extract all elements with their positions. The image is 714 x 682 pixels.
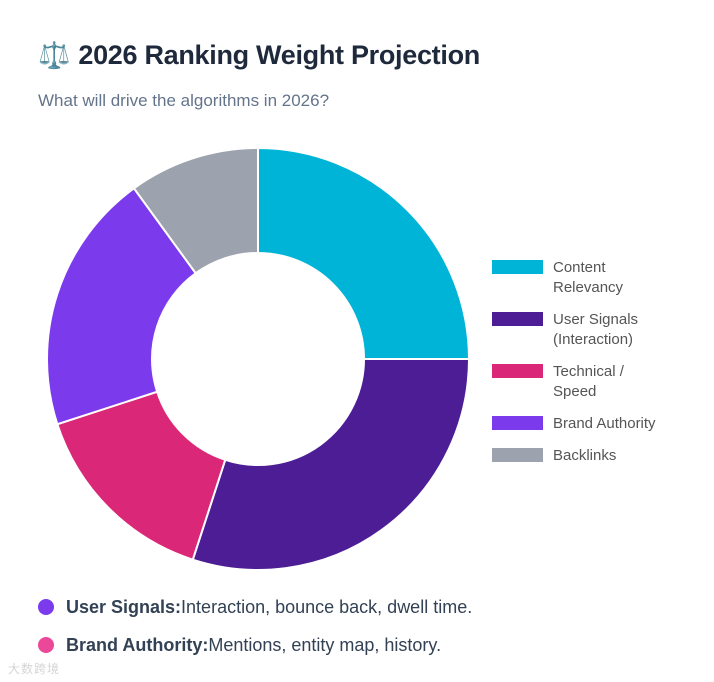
note-user-signals: User Signals: Interaction, bounce back, … bbox=[38, 594, 472, 620]
legend-item[interactable]: User Signals (Interaction) bbox=[492, 310, 692, 350]
slice-content-relevancy[interactable] bbox=[257, 146, 471, 360]
legend-label: Backlinks bbox=[553, 447, 617, 464]
legend-swatch bbox=[492, 416, 543, 430]
slice-user-signals-interaction[interactable] bbox=[191, 358, 471, 571]
notes-list: User Signals: Interaction, bounce back, … bbox=[38, 594, 472, 670]
legend-label: Brand Authority bbox=[553, 415, 656, 432]
page-title: 2026 Ranking Weight Projection bbox=[78, 40, 480, 70]
legend-item[interactable]: Brand Authority bbox=[492, 414, 692, 434]
legend-item[interactable]: Backlinks bbox=[492, 446, 692, 466]
legend-item[interactable]: Content Relevancy bbox=[492, 258, 692, 298]
balance-scale-icon: ⚖️ bbox=[38, 40, 71, 71]
chart-legend: Content Relevancy User Signals (Interaction… bbox=[492, 258, 692, 478]
legend-label: User Signals (Interaction) bbox=[553, 311, 639, 348]
slice-technical-speed[interactable] bbox=[56, 390, 227, 561]
note-brand-authority: Brand Authority: Mentions, entity map, h… bbox=[38, 632, 472, 658]
header: ⚖️ 2026 Ranking Weight Projection bbox=[38, 40, 480, 71]
note-text: Mentions, entity map, history. bbox=[208, 634, 442, 655]
page-subtitle: What will drive the algorithms in 2026? bbox=[38, 91, 330, 110]
legend-item[interactable]: Technical / Speed bbox=[492, 362, 692, 402]
legend-label: Technical / Speed bbox=[553, 363, 624, 400]
note-term: Brand Authority: bbox=[66, 634, 209, 655]
doughnut-chart bbox=[46, 146, 471, 571]
legend-swatch bbox=[492, 260, 543, 274]
note-text: Interaction, bounce back, dwell time. bbox=[181, 596, 473, 617]
note-term: User Signals: bbox=[66, 596, 182, 617]
slice-brand-authority[interactable] bbox=[46, 186, 198, 426]
watermark: 大数跨境 bbox=[8, 662, 61, 676]
note-bullet-dot bbox=[38, 599, 54, 615]
legend-swatch bbox=[492, 312, 543, 326]
chart-slices bbox=[46, 146, 471, 571]
legend-swatch bbox=[492, 448, 543, 462]
legend-swatch bbox=[492, 364, 543, 378]
slice-backlinks[interactable] bbox=[132, 146, 259, 275]
note-bullet-dot bbox=[38, 637, 54, 653]
legend-label: Content Relevancy bbox=[553, 259, 624, 296]
